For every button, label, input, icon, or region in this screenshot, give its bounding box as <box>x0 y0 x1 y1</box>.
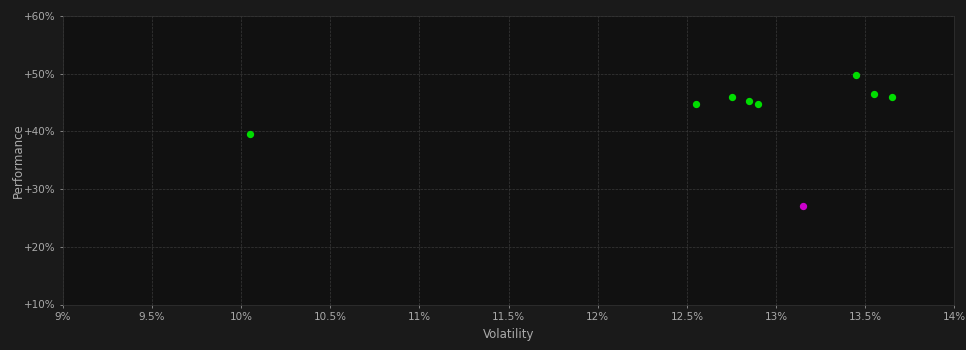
Point <box>795 203 810 209</box>
Point <box>848 72 864 77</box>
Point <box>867 91 882 97</box>
Y-axis label: Performance: Performance <box>12 123 24 197</box>
Point <box>751 101 766 107</box>
Point <box>242 131 258 137</box>
Point <box>742 98 757 104</box>
Point <box>884 94 899 99</box>
Point <box>688 101 703 107</box>
X-axis label: Volatility: Volatility <box>483 328 534 341</box>
Point <box>724 94 739 100</box>
